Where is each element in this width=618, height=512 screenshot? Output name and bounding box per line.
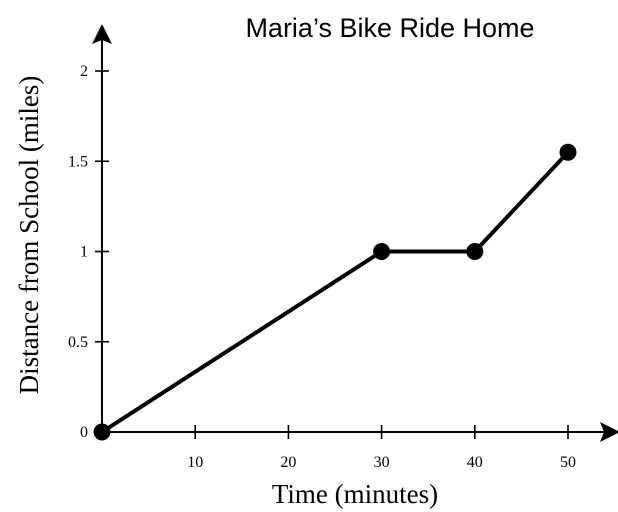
y-tick-label: 0.5 <box>68 334 88 351</box>
y-tick-label: 1 <box>80 244 88 261</box>
y-axis-arrow-icon <box>92 24 112 44</box>
y-axis-label: Distance from School (miles) <box>14 76 44 395</box>
x-tick-label: 20 <box>280 454 296 471</box>
series-line-segment <box>472 150 570 254</box>
data-point <box>93 423 111 441</box>
data-point <box>466 243 484 260</box>
x-ticks: 10 20 30 40 50 <box>187 425 576 471</box>
data-point <box>559 143 577 161</box>
y-tick-label: 1.5 <box>68 153 88 170</box>
data-points <box>93 143 577 441</box>
x-axis-label: Time (minutes) <box>272 479 438 509</box>
series-line-segment <box>100 249 384 434</box>
series-lines <box>100 150 570 434</box>
y-ticks: 0 0.5 1 1.5 2 <box>68 63 109 441</box>
x-axis-arrow-icon <box>600 422 618 442</box>
chart-title: Maria’s Bike Ride Home <box>245 13 534 43</box>
axes <box>92 24 618 442</box>
y-tick-label: 2 <box>80 63 88 80</box>
x-tick-label: 40 <box>467 454 483 471</box>
x-tick-label: 50 <box>560 454 576 471</box>
x-tick-label: 30 <box>374 454 390 471</box>
x-tick-label: 10 <box>187 454 203 471</box>
data-point <box>373 243 391 260</box>
y-tick-label: 0 <box>80 424 88 441</box>
